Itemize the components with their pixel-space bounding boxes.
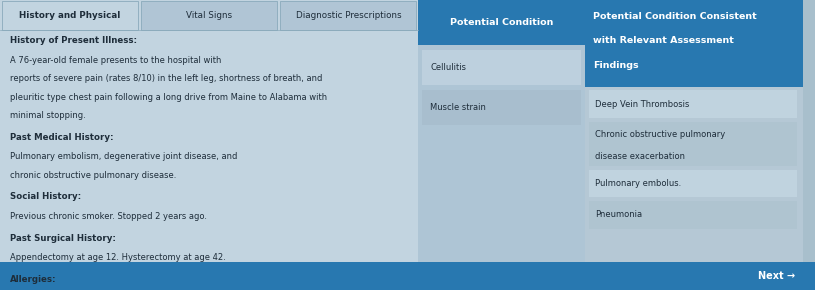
Text: Potential Condition Consistent: Potential Condition Consistent xyxy=(593,12,757,21)
Text: with Relevant Assessment: with Relevant Assessment xyxy=(593,36,734,45)
Text: Potential Condition: Potential Condition xyxy=(450,18,553,27)
FancyBboxPatch shape xyxy=(422,90,581,125)
Text: Muscle strain: Muscle strain xyxy=(430,103,487,112)
FancyBboxPatch shape xyxy=(422,50,581,85)
Text: History and Physical: History and Physical xyxy=(19,11,121,20)
Text: Deep Vein Thrombosis: Deep Vein Thrombosis xyxy=(595,100,689,109)
FancyBboxPatch shape xyxy=(0,0,418,290)
Text: Vital Signs: Vital Signs xyxy=(186,11,232,20)
FancyBboxPatch shape xyxy=(2,1,138,30)
Text: Cellulitis: Cellulitis xyxy=(430,63,466,72)
FancyBboxPatch shape xyxy=(141,1,277,30)
Text: A 76-year-old female presents to the hospital with: A 76-year-old female presents to the hos… xyxy=(10,56,221,65)
Text: Pneumonia: Pneumonia xyxy=(595,210,642,219)
Text: Next →: Next → xyxy=(757,271,795,281)
Text: Pulmonary embolus.: Pulmonary embolus. xyxy=(595,179,681,188)
FancyBboxPatch shape xyxy=(589,170,797,197)
Text: Pulmonary embolism, degenerative joint disease, and: Pulmonary embolism, degenerative joint d… xyxy=(10,152,237,161)
FancyBboxPatch shape xyxy=(0,262,815,290)
Text: Social History:: Social History: xyxy=(10,192,81,201)
FancyBboxPatch shape xyxy=(589,122,797,166)
Text: chronic obstructive pulmonary disease.: chronic obstructive pulmonary disease. xyxy=(10,171,176,180)
FancyBboxPatch shape xyxy=(585,0,803,87)
Text: reports of severe pain (rates 8/10) in the left leg, shortness of breath, and: reports of severe pain (rates 8/10) in t… xyxy=(10,74,322,83)
Text: Diagnostic Prescriptions: Diagnostic Prescriptions xyxy=(296,11,401,20)
Text: minimal stopping.: minimal stopping. xyxy=(10,111,86,120)
Text: Appendectomy at age 12. Hysterectomy at age 42.: Appendectomy at age 12. Hysterectomy at … xyxy=(10,253,226,262)
FancyBboxPatch shape xyxy=(280,1,416,30)
Text: Chronic obstructive pulmonary: Chronic obstructive pulmonary xyxy=(595,130,725,139)
Text: History of Present Illness:: History of Present Illness: xyxy=(10,36,137,45)
Text: Previous chronic smoker. Stopped 2 years ago.: Previous chronic smoker. Stopped 2 years… xyxy=(10,212,207,221)
FancyBboxPatch shape xyxy=(589,201,797,229)
Text: pleuritic type chest pain following a long drive from Maine to Alabama with: pleuritic type chest pain following a lo… xyxy=(10,93,327,102)
Text: Allergies:: Allergies: xyxy=(10,275,56,284)
FancyBboxPatch shape xyxy=(589,90,797,118)
FancyBboxPatch shape xyxy=(585,0,803,290)
Text: Past Surgical History:: Past Surgical History: xyxy=(10,234,116,243)
Text: disease exacerbation: disease exacerbation xyxy=(595,152,685,161)
Text: Findings: Findings xyxy=(593,61,639,70)
FancyBboxPatch shape xyxy=(418,0,585,45)
FancyBboxPatch shape xyxy=(418,0,585,290)
Text: Past Medical History:: Past Medical History: xyxy=(10,133,113,142)
